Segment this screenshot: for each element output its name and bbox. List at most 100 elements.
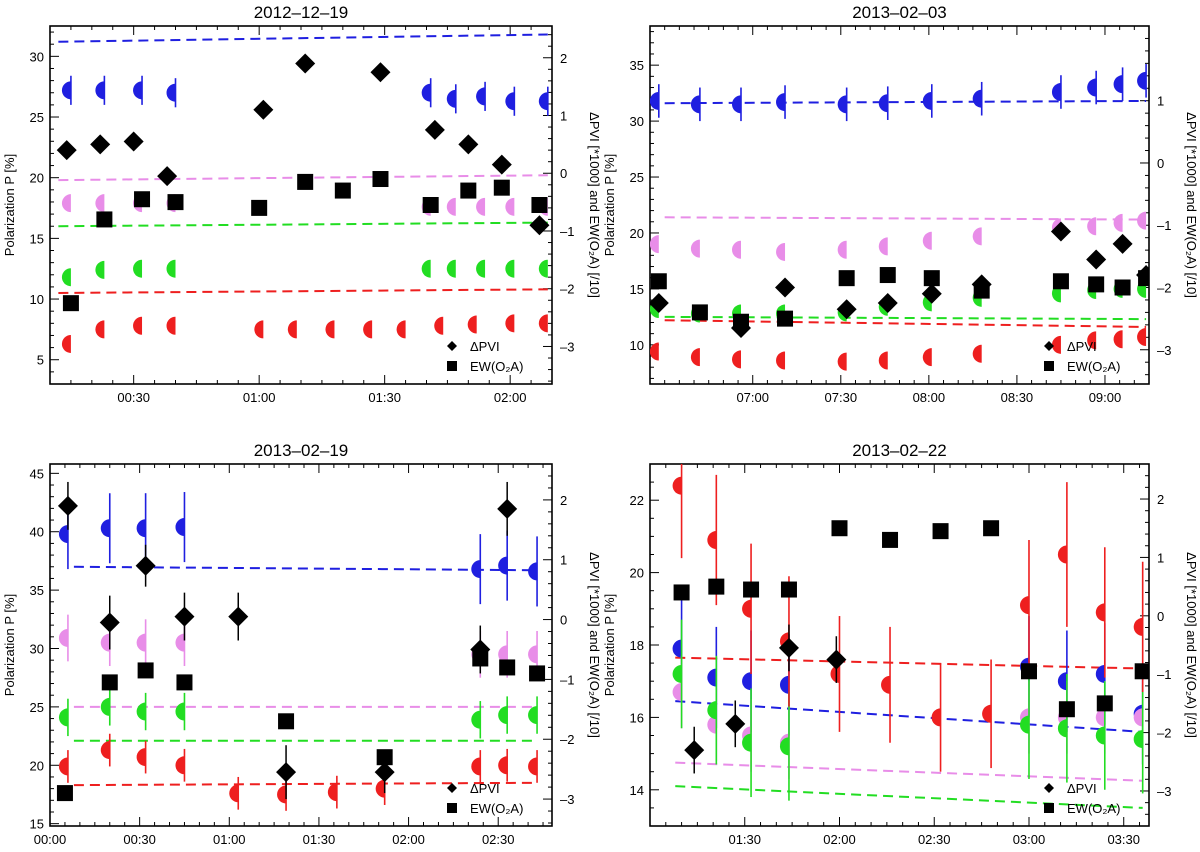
dpvi-point: [826, 649, 847, 670]
fit-line: [675, 785, 1143, 809]
polarization-point: [1057, 719, 1067, 738]
y-left-tick-label: 25: [30, 700, 44, 715]
dpvi-point: [174, 606, 195, 627]
polarization-point: [476, 197, 486, 216]
polarization-point: [434, 316, 444, 335]
plot-area: [650, 64, 1149, 371]
polarization-point: [136, 633, 146, 652]
polarization-point: [1133, 708, 1143, 727]
legend-ew-marker: [447, 803, 457, 813]
dpvi-point: [424, 119, 445, 140]
polarization-point: [58, 757, 68, 776]
legend-dpvi-marker: [1044, 783, 1054, 793]
y-left-axis-label: Polarization P [%]: [2, 594, 17, 696]
polarization-point: [731, 350, 741, 369]
polarization-point: [1019, 715, 1029, 734]
polarization-point: [690, 348, 700, 367]
polarization-point: [528, 562, 538, 581]
polarization-point: [707, 531, 717, 550]
ew-point: [422, 197, 439, 213]
dpvi-point: [1086, 249, 1107, 270]
polarization-point: [528, 645, 538, 664]
legend-dpvi-label: ΔPVI: [1067, 339, 1097, 354]
polarization-point: [505, 314, 515, 333]
polarization-point: [136, 702, 146, 721]
ew-point: [334, 182, 351, 199]
polarization-point: [58, 525, 68, 544]
polarization-point: [446, 197, 456, 216]
panel-2013-02-22: 2013–02–22 01:30 02:00 02:30 03:00 03:30 14 16 1…: [602, 441, 1199, 847]
polarization-point: [1113, 213, 1123, 232]
y-right-tick-label: –3: [1157, 784, 1171, 799]
polarization-point: [133, 316, 143, 335]
polarization-point: [972, 89, 982, 108]
ew-point: [732, 313, 749, 330]
dpvi-point: [253, 99, 274, 120]
dpvi-point: [295, 53, 316, 74]
polarization-point: [1087, 217, 1097, 236]
legend-ew-label: EW(O₂A): [1067, 359, 1120, 374]
polarization-point: [277, 785, 287, 804]
polarization-point: [166, 316, 176, 335]
polarization-point: [175, 756, 185, 775]
y-right-tick-label: 2: [560, 51, 567, 66]
y-left-tick-label: 16: [630, 710, 644, 725]
polarization-point: [878, 351, 888, 370]
polarization-point: [878, 94, 888, 113]
x-tick-label: 00:00: [34, 832, 67, 847]
legend-dpvi-marker: [1044, 341, 1054, 351]
polarization-point: [837, 95, 847, 114]
polarization-point: [672, 664, 682, 683]
y-left-tick-label: 40: [30, 525, 44, 540]
ew-point: [1096, 695, 1113, 712]
polarization-point: [58, 628, 68, 647]
polarization-point: [476, 87, 486, 106]
y-left-tick-label: 35: [630, 58, 644, 73]
polarization-point: [1057, 672, 1067, 691]
panel-title: 2012–12–19: [254, 3, 349, 22]
dpvi-point: [1112, 233, 1133, 254]
polarization-point: [287, 320, 297, 339]
polarization-point: [505, 197, 515, 216]
polarization-point: [133, 259, 143, 278]
y-right-tick-label: –1: [1157, 218, 1171, 233]
panel-title: 2013–02–03: [852, 3, 947, 22]
dpvi-point: [650, 293, 669, 314]
polarization-point: [538, 92, 548, 111]
polarization-point: [100, 519, 110, 538]
polarization-point: [471, 757, 481, 776]
dpvi-point: [778, 637, 799, 658]
polarization-point: [421, 83, 431, 102]
polarization-point: [672, 683, 682, 702]
dpvi-point: [135, 555, 156, 576]
polarization-point: [1137, 328, 1147, 347]
polarization-point: [471, 560, 481, 579]
polarization-point: [1137, 211, 1147, 230]
polarization-point: [707, 668, 717, 687]
ew-point: [777, 310, 794, 327]
ew-point: [167, 194, 184, 211]
polarization-point: [707, 701, 717, 720]
y-right-tick-label: 2: [1157, 492, 1164, 507]
x-tick-label: 01:30: [303, 832, 336, 847]
legend-ew-label: EW(O₂A): [470, 359, 523, 374]
x-tick-label: 02:30: [918, 832, 951, 847]
y-right-tick-label: –3: [560, 339, 574, 354]
legend-ew-label: EW(O₂A): [470, 801, 523, 816]
fit-line: [675, 761, 1143, 782]
polarization-point: [175, 633, 185, 652]
panel-title: 2013–02–19: [254, 441, 349, 460]
polarization-point: [100, 633, 110, 652]
ew-point: [499, 659, 516, 676]
y-left-tick-label: 15: [30, 817, 44, 832]
y-right-tick-label: 1: [1157, 550, 1164, 565]
y-right-tick-label: –3: [560, 792, 574, 807]
x-tick-label: 00:30: [123, 832, 156, 847]
polarization-point: [1095, 603, 1105, 622]
y-left-tick-label: 45: [30, 466, 44, 481]
dpvi-point: [157, 166, 178, 187]
polarization-point: [95, 320, 105, 339]
ew-point: [493, 179, 510, 196]
ew-point: [251, 199, 268, 216]
